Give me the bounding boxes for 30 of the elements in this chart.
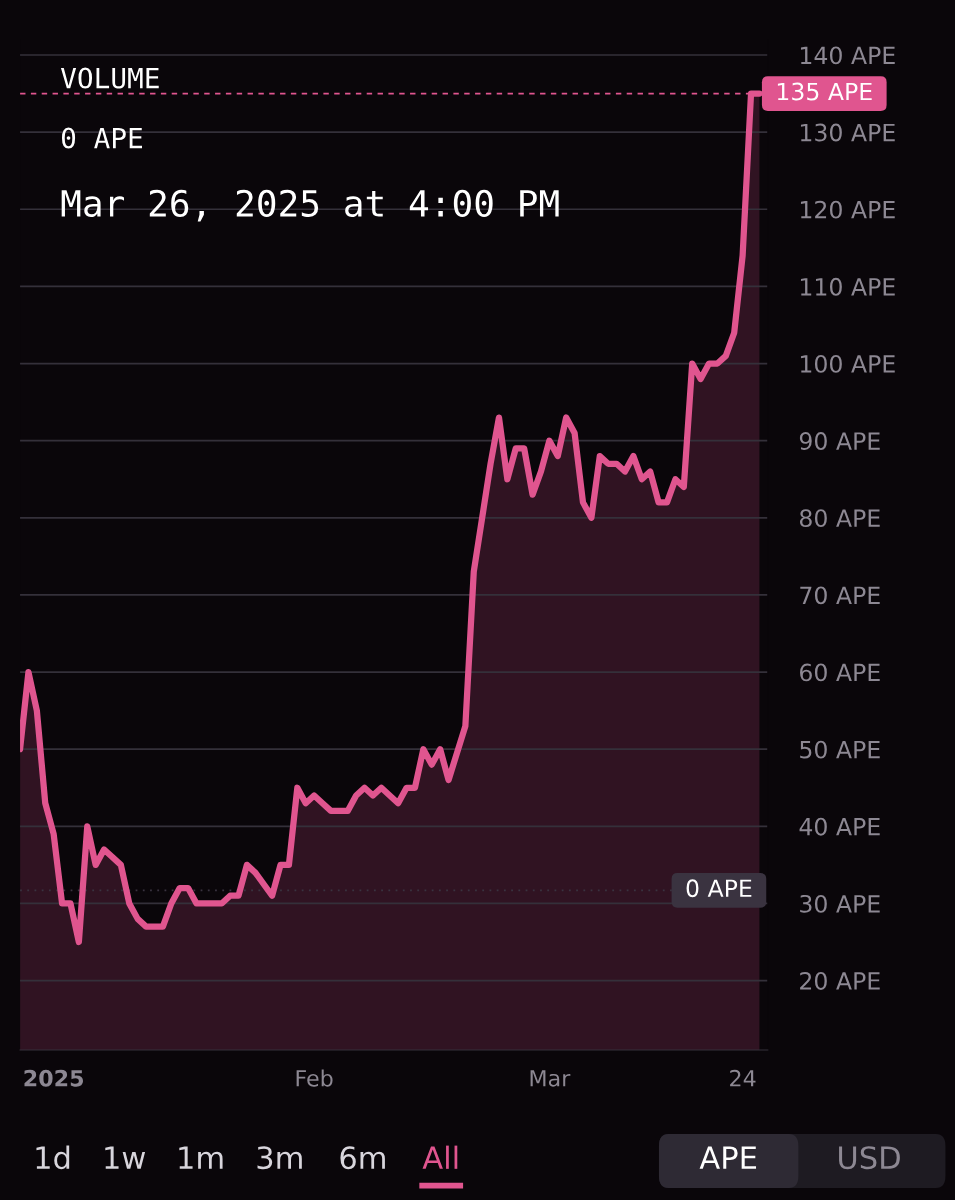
ref-line-label: 0 APE [686, 879, 752, 898]
y-tick-label: 40 APE [799, 817, 880, 836]
text: All [422, 1145, 458, 1169]
text: 1d [36, 1145, 70, 1170]
y-tick-label: 50 APE [800, 740, 880, 759]
y-tick-label: 70 APE [800, 586, 880, 605]
ref-line-label: 135 APE [777, 82, 872, 101]
x-tick-label: Mar [530, 1070, 571, 1087]
annotation: Mar 26, 2025 at 4:00 PM [61, 189, 559, 222]
y-tick-label: 90 APE [799, 432, 880, 450]
x-tick-label: 24 [730, 1069, 756, 1087]
text: 1m [179, 1146, 223, 1169]
y-tick-label: 130 APE [800, 123, 895, 142]
x-tick-label: 2025 [24, 1069, 84, 1087]
x-tick-label: Feb [296, 1069, 333, 1087]
y-tick-label: 100 APE [800, 354, 895, 373]
y-tick-label: 120 APE [800, 200, 895, 219]
y-tick-label: 80 APE [799, 509, 880, 528]
text: 6m [340, 1146, 385, 1170]
y-tick-label: 30 APE [800, 894, 880, 913]
y-tick-label: 60 APE [800, 663, 880, 682]
y-tick-label: 20 APE [800, 972, 880, 990]
text: 3m [257, 1146, 302, 1170]
text: APE [699, 1146, 757, 1169]
y-tick-label: 140 APE [800, 46, 895, 65]
y-tick-label: 110 APE [800, 277, 895, 296]
annotation: VOLUME [60, 67, 159, 89]
text: USD [839, 1146, 900, 1170]
annotation: 0 APE [61, 127, 143, 149]
text: 1w [105, 1146, 146, 1169]
